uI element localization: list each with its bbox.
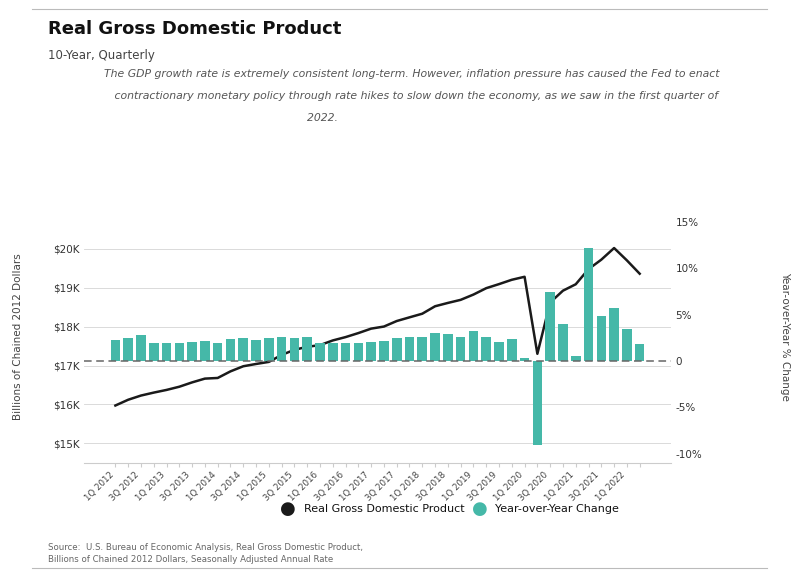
Bar: [123, 338, 133, 361]
Text: 2022.: 2022.: [104, 113, 338, 122]
Bar: [520, 358, 530, 361]
Bar: [495, 342, 504, 361]
Bar: [264, 338, 273, 361]
Bar: [328, 343, 337, 361]
Bar: [418, 337, 427, 361]
Bar: [392, 338, 402, 361]
Bar: [225, 339, 235, 361]
Text: Year-over-Year Change: Year-over-Year Change: [495, 504, 619, 514]
Bar: [366, 342, 376, 361]
Bar: [276, 337, 286, 361]
Bar: [405, 337, 415, 361]
Text: Source:  U.S. Bureau of Economic Analysis, Real Gross Domestic Product,: Source: U.S. Bureau of Economic Analysis…: [48, 543, 363, 553]
Bar: [110, 340, 120, 361]
Bar: [200, 340, 209, 361]
Bar: [597, 316, 606, 361]
Bar: [571, 356, 581, 361]
Bar: [315, 343, 324, 361]
Text: Real Gross Domestic Product: Real Gross Domestic Product: [304, 504, 464, 514]
Text: Billions of Chained 2012 Dollars: Billions of Chained 2012 Dollars: [13, 253, 22, 420]
Bar: [469, 331, 479, 361]
Bar: [174, 343, 184, 361]
Bar: [238, 338, 248, 361]
Text: The GDP growth rate is extremely consistent long-term. However, inflation pressu: The GDP growth rate is extremely consist…: [104, 69, 719, 79]
Text: ●: ●: [280, 500, 296, 518]
Bar: [559, 324, 568, 361]
Bar: [507, 339, 517, 361]
Bar: [161, 343, 171, 361]
Text: Billions of Chained 2012 Dollars, Seasonally Adjusted Annual Rate: Billions of Chained 2012 Dollars, Season…: [48, 555, 333, 565]
Bar: [353, 343, 363, 361]
Bar: [584, 248, 594, 361]
Text: Real Gross Domestic Product: Real Gross Domestic Product: [48, 20, 341, 38]
Bar: [622, 329, 632, 361]
Bar: [482, 337, 491, 361]
Bar: [340, 343, 350, 361]
Bar: [187, 342, 197, 361]
Bar: [149, 343, 158, 361]
Bar: [635, 344, 645, 361]
Bar: [610, 308, 619, 361]
Bar: [136, 335, 145, 361]
Bar: [443, 334, 453, 361]
Text: Year-over-Year % Change: Year-over-Year % Change: [780, 272, 789, 401]
Bar: [302, 337, 312, 361]
Bar: [251, 340, 260, 361]
Text: contractionary monetary policy through rate hikes to slow down the economy, as w: contractionary monetary policy through r…: [104, 91, 718, 101]
Bar: [431, 334, 440, 361]
Bar: [456, 337, 466, 361]
Bar: [533, 361, 543, 445]
Bar: [546, 292, 555, 361]
Text: 10-Year, Quarterly: 10-Year, Quarterly: [48, 49, 155, 62]
Bar: [380, 340, 389, 361]
Bar: [289, 338, 299, 361]
Bar: [213, 343, 222, 361]
Text: ●: ●: [471, 500, 487, 518]
